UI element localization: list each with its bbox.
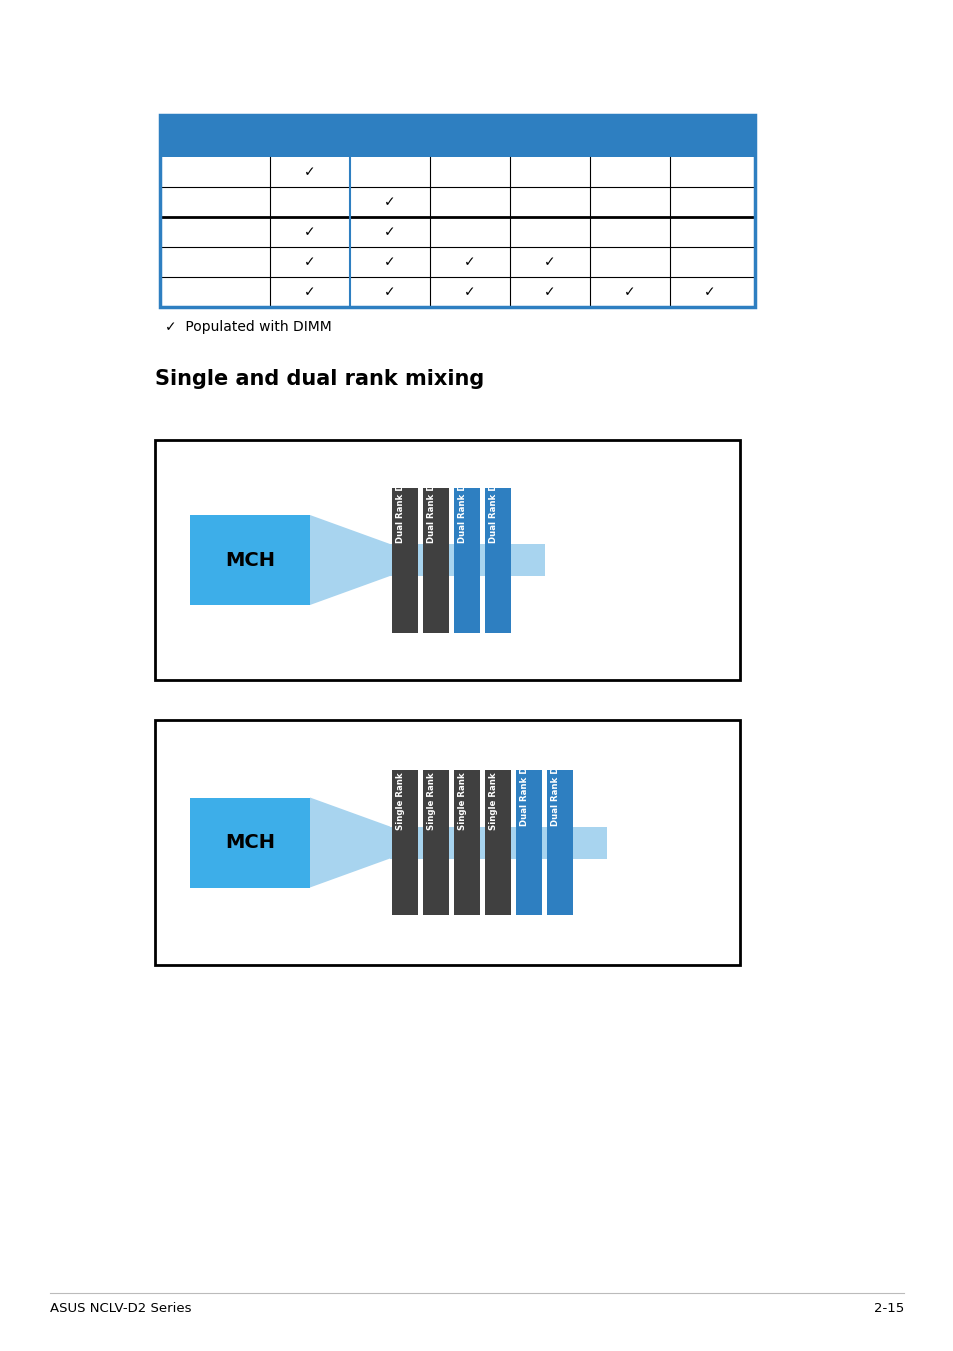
Text: MCH: MCH — [225, 550, 274, 570]
Text: Dual Rank DIMM B3: Dual Rank DIMM B3 — [489, 449, 497, 543]
Text: ✓: ✓ — [464, 255, 476, 269]
Bar — [454, 488, 479, 632]
Text: Dual Rank DIMM B3: Dual Rank DIMM B3 — [551, 731, 559, 825]
Bar — [422, 488, 449, 632]
Text: ASUS NCLV-D2 Series: ASUS NCLV-D2 Series — [50, 1302, 192, 1316]
Bar — [392, 770, 417, 915]
Bar — [484, 770, 511, 915]
Text: ✓: ✓ — [384, 285, 395, 299]
Text: Single Rank DIMM B1: Single Rank DIMM B1 — [427, 727, 436, 830]
Bar — [160, 115, 754, 307]
Text: ✓: ✓ — [384, 226, 395, 239]
Polygon shape — [310, 515, 390, 605]
Text: MCH: MCH — [225, 834, 274, 852]
Text: ✓: ✓ — [304, 165, 315, 178]
Text: ✓: ✓ — [543, 285, 556, 299]
Bar — [454, 770, 479, 915]
Text: ✓: ✓ — [623, 285, 635, 299]
Text: ✓: ✓ — [384, 255, 395, 269]
Text: ✓: ✓ — [304, 226, 315, 239]
Polygon shape — [310, 797, 390, 888]
Text: Single Rank DIMM A1: Single Rank DIMM A1 — [395, 727, 405, 830]
Text: ✓: ✓ — [304, 285, 315, 299]
Bar — [392, 488, 417, 632]
Bar — [190, 515, 310, 605]
Text: ✓: ✓ — [464, 285, 476, 299]
Bar — [154, 720, 740, 965]
Bar — [484, 488, 511, 632]
Text: Dual Rank DIMM A3: Dual Rank DIMM A3 — [519, 731, 529, 825]
Text: ✓: ✓ — [384, 195, 395, 209]
Bar — [160, 115, 754, 157]
Text: Dual Rank DIMM A2: Dual Rank DIMM A2 — [395, 449, 405, 543]
Bar — [190, 797, 310, 888]
Text: ✓  Populated with DIMM: ✓ Populated with DIMM — [165, 320, 332, 334]
Text: Dual Rank DIMM A3: Dual Rank DIMM A3 — [457, 449, 467, 543]
Text: 2-15: 2-15 — [873, 1302, 903, 1316]
Text: ✓: ✓ — [703, 285, 715, 299]
Bar — [422, 770, 449, 915]
Text: Single Rank DIMM B2: Single Rank DIMM B2 — [489, 727, 497, 830]
Bar — [154, 440, 740, 680]
Text: ✓: ✓ — [543, 255, 556, 269]
Text: ✓: ✓ — [304, 255, 315, 269]
Text: Dual Rank DIMM B2: Dual Rank DIMM B2 — [427, 449, 436, 543]
Text: Single Rank DIMM A2: Single Rank DIMM A2 — [457, 727, 467, 830]
Text: Single and dual rank mixing: Single and dual rank mixing — [154, 369, 484, 389]
Bar — [390, 544, 544, 576]
Bar — [516, 770, 541, 915]
Bar — [546, 770, 573, 915]
Bar — [390, 827, 606, 858]
